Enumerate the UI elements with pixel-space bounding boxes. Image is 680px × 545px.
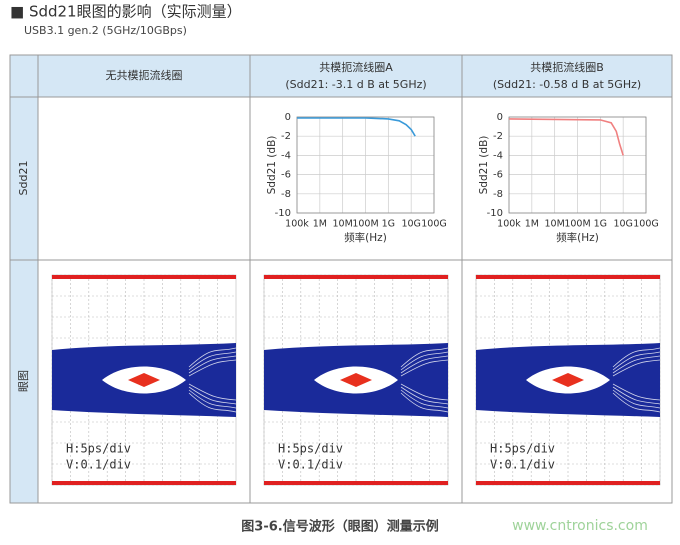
x-tick-label: 100G [633,219,659,230]
eye-trace [612,389,661,409]
eye-limit [52,481,236,485]
eye-trace [188,392,237,413]
table-grid [9,54,673,504]
eye-trace [400,359,449,377]
y-tick-label: -4 [281,150,291,161]
eye-trace [188,383,237,401]
x-tick-label: 1G [594,219,607,230]
eye-h-label: H:5ps/div [278,442,343,456]
eye-trace [612,392,661,413]
column-note: (Sdd21: -3.1 d B at 5GHz) [285,78,426,91]
y-tick-label: -4 [493,150,503,161]
eye-trace [612,386,661,405]
column-note: (Sdd21: -0.58 d B at 5GHz) [493,78,641,91]
eye-limit [264,275,448,279]
eye-h-label: H:5ps/div [490,442,555,456]
column-title: 共模扼流线圈A [319,60,393,74]
x-tick-label: 10G [401,219,420,230]
eye-trace [188,355,237,374]
watermark: www.cntronics.com [512,518,648,534]
y-axis-label: Sdd21 (dB) [478,136,490,195]
eye-trace [400,389,449,409]
eye-trace [400,392,449,413]
y-tick-label: -10 [275,208,291,219]
caption: 图3-6.信号波形（眼图）测量示例 [241,519,438,535]
x-tick-label: 1M [525,219,539,230]
plot-frame [508,116,647,214]
y-tick-label: 0 [497,112,503,123]
x-tick-label: 100k [497,219,521,230]
row-label: 眼图 [17,370,30,392]
sdd21-line [297,117,416,137]
x-tick-label: 10M [545,219,565,230]
eye-limit [476,481,660,485]
x-axis-label: 频率(Hz) [556,231,599,244]
x-tick-label: 10M [333,219,353,230]
eye-trace [612,359,661,377]
x-tick-label: 1G [382,219,395,230]
eye-limit [476,275,660,279]
eye-trace [188,347,237,368]
eye-trace [612,351,661,371]
y-tick-label: -2 [493,131,503,142]
x-tick-label: 100M [352,219,378,230]
eye-trace [188,359,237,377]
eye-limit [264,481,448,485]
eye-trace [612,383,661,401]
eye-trace [188,386,237,405]
x-axis-label: 频率(Hz) [344,231,387,244]
row-label: Sdd21 [17,161,30,196]
eye-trace [400,351,449,371]
y-tick-label: -8 [493,189,503,200]
eye-h-label: H:5ps/div [66,442,131,456]
x-tick-label: 100M [564,219,590,230]
eye-v-label: V:0.1/div [490,458,555,472]
eye-trace [188,351,237,371]
eye-limit [52,275,236,279]
sdd21-line [508,118,624,156]
y-axis-label: Sdd21 (dB) [266,136,278,195]
row-label-column [10,97,38,503]
x-tick-label: 10G [613,219,632,230]
eye-v-label: V:0.1/div [66,458,131,472]
eye-trace [400,347,449,368]
plot-frame [296,116,435,214]
x-tick-label: 100k [285,219,309,230]
subtitle: USB3.1 gen.2 (5GHz/10GBps) [24,24,187,37]
eye-trace [612,347,661,368]
eye-mask [340,373,372,387]
eye-trace [400,383,449,401]
column-title: 无共模扼流线圈 [106,68,183,82]
column-title: 共模扼流线圈B [530,60,604,74]
y-tick-label: 0 [285,112,291,123]
eye-mask [552,373,584,387]
title: ■ Sdd21眼图的影响（实际测量） [10,3,242,21]
y-tick-label: -6 [493,170,503,181]
y-tick-label: -6 [281,170,291,181]
y-tick-label: -8 [281,189,291,200]
eye-trace [400,355,449,374]
eye-v-label: V:0.1/div [278,458,343,472]
eye-trace [188,389,237,409]
eye-trace [400,386,449,405]
header-row [10,55,672,97]
eye-trace [612,355,661,374]
y-tick-label: -2 [281,131,291,142]
x-tick-label: 100G [421,219,447,230]
eye-mask [128,373,160,387]
x-tick-label: 1M [313,219,327,230]
y-tick-label: -10 [487,208,503,219]
